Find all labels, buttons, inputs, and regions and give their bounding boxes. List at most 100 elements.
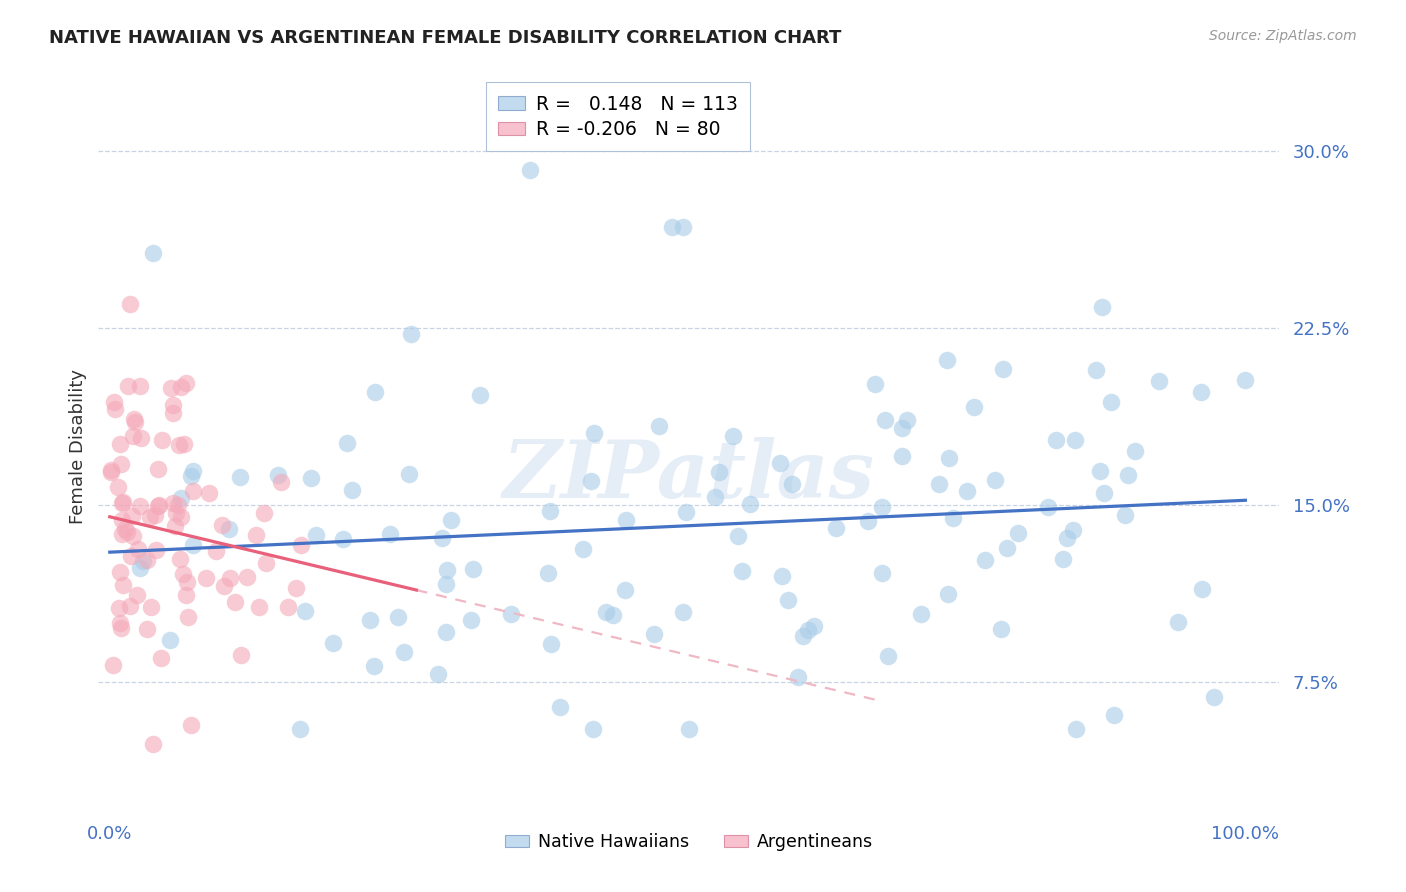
Point (107, 600, 129, 615)
Point (139, 599, 162, 614)
Point (288, 722, 311, 736)
Point (100, 463, 122, 477)
Point (995, 541, 1018, 556)
Point (150, 650, 173, 665)
Point (863, 377, 886, 392)
Point (538, 504, 561, 518)
Point (595, 605, 617, 619)
Point (108, 616, 131, 631)
Point (247, 599, 270, 614)
Point (602, 607, 624, 622)
Point (678, 722, 700, 736)
Point (1007, 526, 1029, 541)
Point (236, 570, 259, 584)
Point (582, 722, 605, 736)
Point (294, 604, 316, 618)
Point (470, 387, 492, 401)
Point (121, 508, 143, 523)
Point (460, 613, 482, 627)
Point (1116, 467, 1139, 482)
Point (146, 461, 169, 475)
Point (461, 561, 484, 575)
Point (167, 498, 190, 512)
Point (803, 619, 825, 633)
Point (277, 599, 299, 614)
Point (174, 588, 197, 602)
Point (229, 648, 252, 662)
Point (1036, 500, 1059, 514)
Point (984, 473, 1007, 487)
Point (1147, 374, 1170, 388)
Text: Source: ZipAtlas.com: Source: ZipAtlas.com (1209, 29, 1357, 44)
Point (956, 484, 979, 499)
Point (211, 518, 233, 533)
Point (776, 592, 799, 607)
Point (114, 522, 136, 536)
Point (973, 553, 995, 567)
Point (177, 609, 200, 624)
Legend: Native Hawaiians, Argentineans: Native Hawaiians, Argentineans (498, 826, 880, 858)
Point (519, 163, 541, 178)
Point (169, 509, 191, 524)
Point (1091, 300, 1114, 314)
Point (224, 595, 246, 609)
Point (180, 469, 202, 483)
Point (103, 395, 125, 409)
Point (165, 519, 187, 533)
Point (112, 495, 135, 509)
Point (378, 527, 401, 541)
Point (1104, 708, 1126, 723)
Point (1114, 508, 1136, 522)
Point (427, 667, 450, 681)
Point (359, 613, 381, 627)
Point (139, 510, 162, 524)
Point (270, 475, 292, 489)
Point (1123, 443, 1146, 458)
Point (110, 621, 132, 635)
Point (824, 521, 846, 535)
Point (399, 327, 422, 342)
Point (229, 470, 252, 484)
Point (219, 571, 242, 585)
Point (1191, 582, 1213, 596)
Point (170, 491, 193, 506)
Point (910, 607, 932, 622)
Point (672, 605, 695, 619)
Point (928, 477, 950, 491)
Point (120, 599, 142, 614)
Point (108, 565, 131, 579)
Point (1056, 531, 1078, 545)
Point (180, 718, 202, 732)
Point (127, 542, 149, 557)
Point (142, 245, 165, 260)
Point (142, 737, 165, 751)
Point (267, 467, 290, 482)
Point (780, 477, 803, 491)
Point (120, 297, 142, 311)
Point (856, 514, 879, 528)
Point (335, 435, 357, 450)
Point (120, 549, 142, 564)
Point (891, 449, 914, 463)
Point (148, 498, 170, 512)
Point (942, 511, 965, 525)
Point (176, 376, 198, 390)
Point (1063, 523, 1085, 537)
Point (434, 577, 457, 591)
Point (176, 574, 198, 589)
Point (173, 437, 195, 451)
Point (876, 649, 898, 664)
Point (727, 529, 749, 543)
Point (579, 474, 602, 488)
Point (991, 362, 1014, 376)
Point (392, 645, 415, 659)
Point (870, 566, 893, 580)
Point (643, 627, 665, 641)
Y-axis label: Female Disability: Female Disability (69, 368, 87, 524)
Point (707, 465, 730, 479)
Point (111, 578, 134, 592)
Point (796, 623, 818, 637)
Point (170, 380, 193, 394)
Point (770, 569, 793, 583)
Point (285, 582, 308, 596)
